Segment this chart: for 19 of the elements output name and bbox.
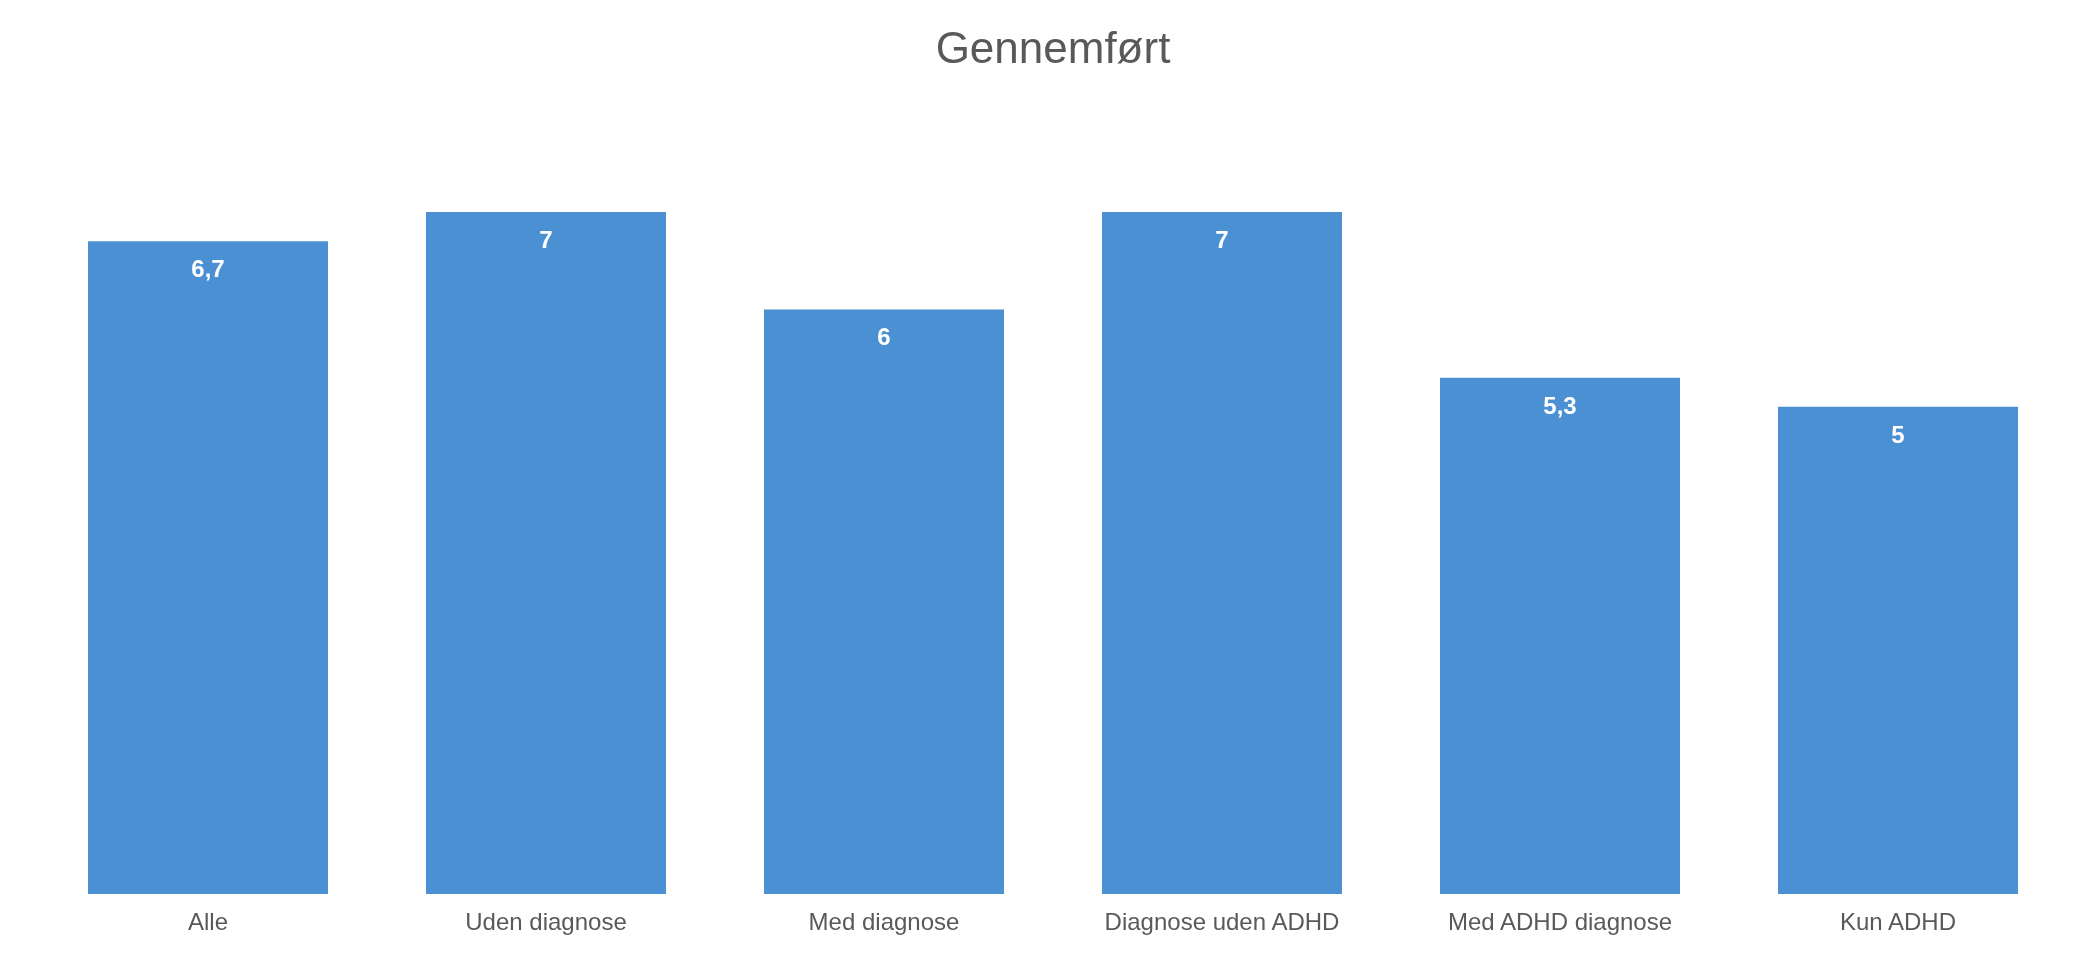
bar	[1440, 377, 1680, 894]
bar	[764, 309, 1004, 894]
data-label: 6,7	[191, 255, 225, 283]
bar	[1778, 406, 2018, 894]
x-tick-label: Med ADHD diagnose	[1447, 907, 1673, 935]
data-label: 7	[539, 226, 553, 253]
x-tick-label: Diagnose uden ADHD	[1104, 907, 1340, 935]
data-label: 7	[1215, 226, 1229, 253]
data-label: 5,3	[1543, 391, 1577, 419]
x-tick-label: Alle	[187, 907, 229, 935]
x-tick-label: Med diagnose	[808, 907, 960, 935]
data-label: 6	[877, 323, 891, 351]
bar	[426, 212, 666, 894]
x-tick-label: Uden diagnose	[465, 907, 627, 935]
bar	[1102, 212, 1342, 894]
chart-title: Gennemført	[935, 23, 1171, 72]
x-tick-label: Kun ADHD	[1839, 907, 1957, 935]
bar	[88, 241, 328, 894]
data-label: 5	[1891, 420, 1905, 448]
